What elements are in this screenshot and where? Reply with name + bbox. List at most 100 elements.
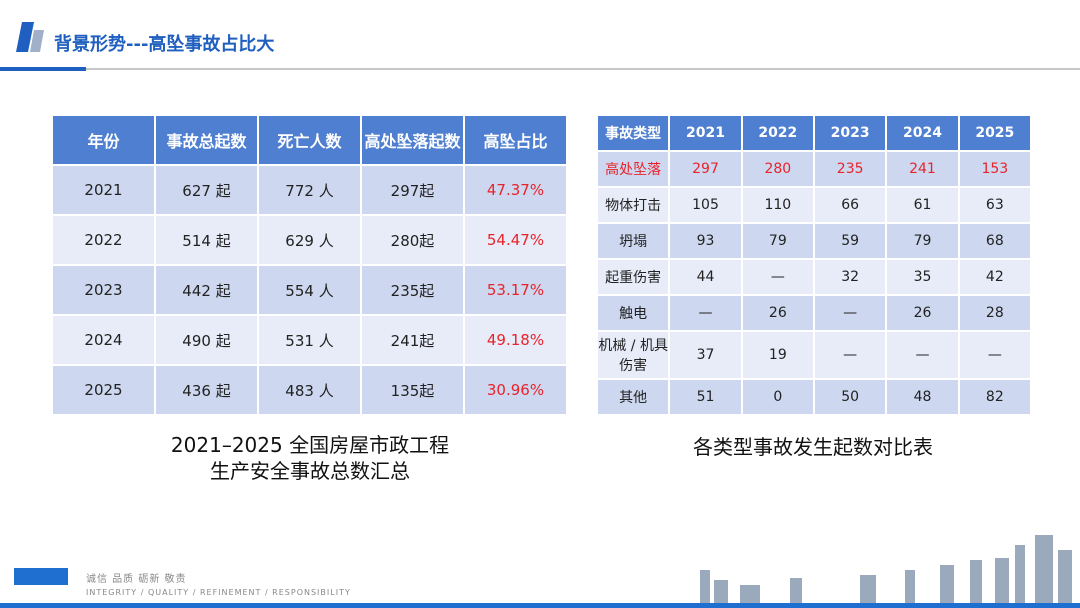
table-cell: 触电 [595, 294, 671, 332]
table-cell: 2024 [51, 314, 156, 366]
table-cell: 66 [812, 186, 888, 224]
table-row: 机械 / 机具伤害 37 19— — — [595, 330, 1033, 380]
table-cell: 235起 [360, 264, 465, 316]
table-cell: — [668, 294, 743, 332]
left-table: 年份 事故总起数 死亡人数 高处坠落起数 高坠占比 2021 627 起 772 人 297起 4… [51, 114, 568, 416]
right-table: 事故类型 2021 2022 2023 2024 2025 高处坠落 297 280 235 241… [595, 114, 1033, 416]
table-cell: 0 [740, 378, 815, 416]
table-cell: 44 [668, 258, 743, 296]
slogan-cn: 诚信 品质 砺新 敬责 [86, 574, 187, 585]
table-cell: 2023 [51, 264, 156, 316]
column-header: 年份 [51, 114, 156, 166]
skyline [700, 535, 1072, 603]
table-cell: 37 [668, 330, 743, 380]
table-cell: 起重伤害 [595, 258, 671, 296]
table-cell: 280 [740, 150, 815, 188]
table-cell: 79 [885, 222, 960, 260]
column-header: 2022 [740, 114, 815, 152]
table-cell: 机械 / 机具伤害 [595, 330, 671, 380]
table-row: 2023 442 起 554 人 235起 53.17% [51, 264, 568, 316]
caption-line: 各类型事故发生起数对比表 [693, 435, 933, 459]
table-cell: 32 [812, 258, 888, 296]
table-cell: 629 人 [257, 214, 362, 266]
table-cell: 280起 [360, 214, 465, 266]
table-row: 2022 514 起 629 人 280起 54.47% [51, 214, 568, 266]
table-row: 坍塌 93 79 59 79 68 [595, 222, 1033, 260]
footer-block [14, 568, 68, 585]
table-cell: 35 [885, 258, 960, 296]
column-header: 事故总起数 [154, 114, 259, 166]
table-row: 高处坠落 297 280 235 241 153 [595, 150, 1033, 188]
table-cell: 54.47% [463, 214, 568, 266]
column-header: 2021 [668, 114, 743, 152]
column-header: 高坠占比 [463, 114, 568, 166]
table-cell: 235 [812, 150, 888, 188]
table-cell: 48 [885, 378, 960, 416]
table-cell: 63 [957, 186, 1033, 224]
table-header: 年份 事故总起数 死亡人数 高处坠落起数 高坠占比 [51, 114, 568, 166]
table-cell: 坍塌 [595, 222, 671, 260]
table-cell: 59 [812, 222, 888, 260]
column-header: 高处坠落起数 [360, 114, 465, 166]
header-bar [0, 67, 86, 71]
table-cell: 241起 [360, 314, 465, 366]
table-row: 2024 490 起 531 人 241起 49.18% [51, 314, 568, 366]
table-cell: 483 人 [257, 364, 362, 416]
caption-line: 生产安全事故总数汇总 [210, 459, 410, 483]
table-cell: — [957, 330, 1033, 380]
table-body: 2021 627 起 772 人 297起 47.37% 2022 514 起 629 人 28… [51, 164, 568, 416]
column-header: 事故类型 [595, 114, 671, 152]
table-cell: 28 [957, 294, 1033, 332]
table-header: 事故类型 2021 2022 2023 2024 2025 [595, 114, 1033, 152]
table-cell: 153 [957, 150, 1033, 188]
caption: 2021–2025 全国房屋市政工程 生产安全事故总数汇总 [110, 432, 510, 484]
table-cell: 772 人 [257, 164, 362, 216]
table-cell: — [812, 330, 888, 380]
slide-title: 背景形势---高坠事故占比大 [54, 34, 275, 55]
table-cell: 68 [957, 222, 1033, 260]
table-cell: 297 [668, 150, 743, 188]
table-cell: 49.18% [463, 314, 568, 366]
table-cell: 物体打击 [595, 186, 671, 224]
table-body: 高处坠落 297 280 235 241 153 物体打击 105 110 66 61 63 坍塌 93 7… [595, 150, 1033, 416]
table-cell: 490 起 [154, 314, 259, 366]
table-cell: 110 [740, 186, 815, 224]
table-cell: 442 起 [154, 264, 259, 316]
table-cell: 51 [668, 378, 743, 416]
table-cell: 50 [812, 378, 888, 416]
table-cell: 436 起 [154, 364, 259, 416]
table-cell: 26 [885, 294, 960, 332]
table-cell: 53.17% [463, 264, 568, 316]
table-cell: 79 [740, 222, 815, 260]
table-cell: — [812, 294, 888, 332]
table-cell: 135起 [360, 364, 465, 416]
column-header: 死亡人数 [257, 114, 362, 166]
table-cell: 47.37% [463, 164, 568, 216]
table-row: 起重伤害 44—32 35 42 [595, 258, 1033, 296]
table-row: 物体打击 105 110 66 61 63 [595, 186, 1033, 224]
slogan-en: INTEGRITY / QUALITY / REFINEMENT / RESPO… [86, 588, 351, 597]
table-cell: 531 人 [257, 314, 362, 366]
table-cell: 627 起 [154, 164, 259, 216]
table-row: 2025 436 起 483 人 135起 30.96% [51, 364, 568, 416]
table-row: 触电 —26—26 28 [595, 294, 1033, 332]
column-header: 2024 [885, 114, 960, 152]
table-row: 其他 51 0 50 48 82 [595, 378, 1033, 416]
table-cell: 61 [885, 186, 960, 224]
header-row: 年份 事故总起数 死亡人数 高处坠落起数 高坠占比 [51, 114, 568, 166]
caption-line: 2021–2025 全国房屋市政工程 [170, 433, 450, 457]
table-cell: 514 起 [154, 214, 259, 266]
table-cell: — [885, 330, 960, 380]
table-cell: 2025 [51, 364, 156, 416]
column-header: 2025 [957, 114, 1033, 152]
header-line [86, 68, 1080, 70]
table-cell: 2022 [51, 214, 156, 266]
title-icon [30, 30, 44, 52]
table-cell: 19 [740, 330, 815, 380]
table-cell: 105 [668, 186, 743, 224]
header-row: 事故类型 2021 2022 2023 2024 2025 [595, 114, 1033, 152]
caption: 各类型事故发生起数对比表 [613, 434, 1013, 460]
footer-bar [0, 603, 1080, 608]
table-cell: 2021 [51, 164, 156, 216]
